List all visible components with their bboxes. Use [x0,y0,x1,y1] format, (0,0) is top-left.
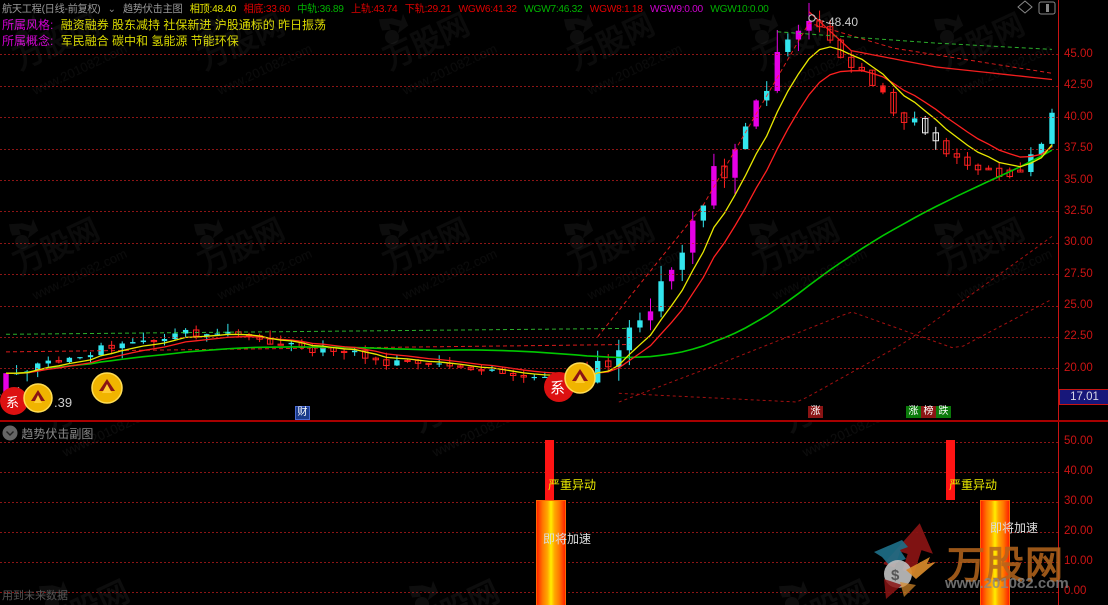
svg-text:.39: .39 [54,395,72,410]
svg-text:系: 系 [6,395,19,410]
svg-text:系: 系 [550,380,565,397]
svg-text:$: $ [891,567,900,584]
